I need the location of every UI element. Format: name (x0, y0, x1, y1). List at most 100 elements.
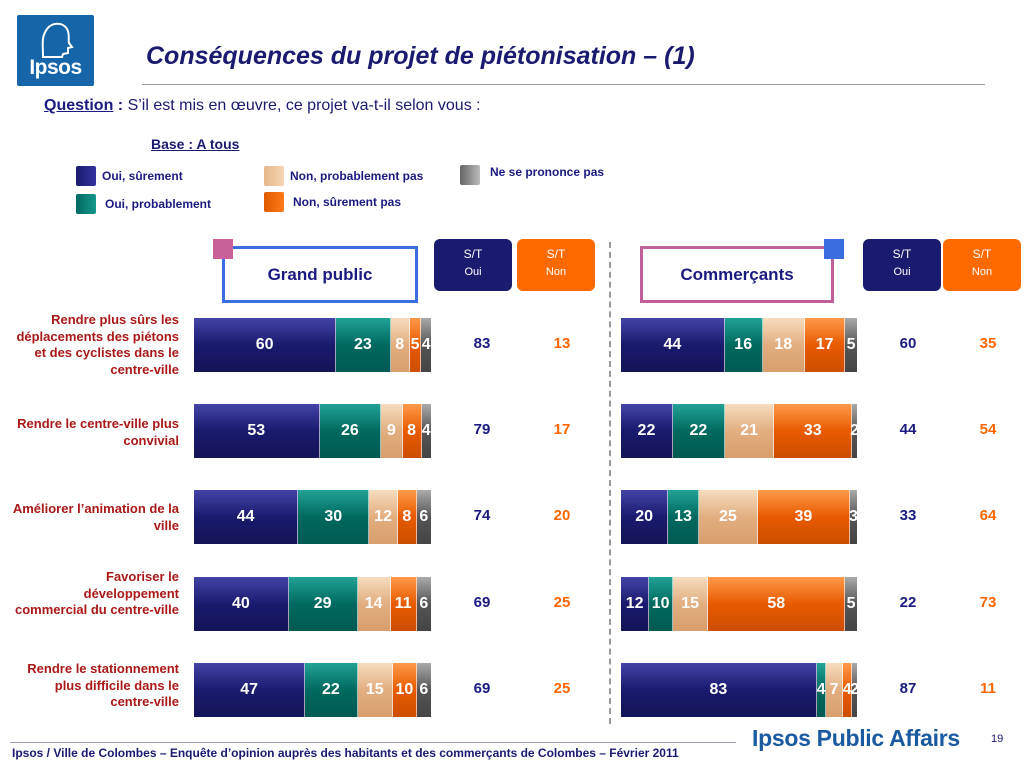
bar-segment-label: 8 (407, 422, 416, 439)
bar-segment-label: 8 (395, 336, 405, 353)
bar-segment-ne-se-prononce-pas: 5 (845, 318, 857, 372)
bar-segment-oui-probablement: 16 (724, 318, 763, 372)
st-header-top: S/T (892, 247, 912, 261)
legend-swatch (76, 194, 96, 214)
bar-segment-label: 33 (803, 422, 822, 439)
row-label: Améliorer l’animation de la ville (12, 501, 179, 533)
bar-segment-oui-surement: 40 (194, 577, 289, 631)
question-text: S’il est mis en œuvre, ce projet va-t-il… (123, 97, 481, 114)
st-oui-value: 87 (899, 680, 917, 697)
bar-segment-ne-se-prononce-pas: 4 (421, 318, 431, 372)
bar-segment-label: 10 (651, 595, 670, 612)
legend-item-non-surement-pas: Non, sûrement pas (264, 192, 401, 212)
stacked-bar: 20 13 25 39 3 (621, 490, 858, 544)
bar-segment-label: 40 (232, 595, 250, 612)
question-colon: : (113, 97, 124, 114)
legend-swatch (76, 166, 96, 186)
legend-item-ne-se-prononce-pas: Ne se prononce pas (460, 165, 604, 185)
bar-segment-non-probablement-pas: 15 (672, 577, 709, 631)
bar-segment-label: 4 (842, 681, 852, 698)
st-oui-value: 44 (899, 421, 917, 438)
st-oui-value: 74 (473, 507, 491, 524)
bar-segment-non-surement-pas: 11 (390, 577, 417, 631)
st-oui-value: 60 (899, 335, 917, 352)
st-oui-value: 83 (473, 335, 491, 352)
bar-segment-label: 22 (689, 422, 708, 439)
bar-segment-label: 13 (674, 508, 692, 525)
bar-segment-label: 3 (848, 508, 858, 525)
bar-segment-oui-surement: 22 (621, 404, 673, 458)
bar-segment-oui-surement: 44 (621, 318, 725, 372)
bar-segment-label: 18 (774, 336, 793, 353)
st-oui-header-grand-public: S/T Oui (434, 239, 512, 291)
bar-segment-ne-se-prononce-pas: 5 (845, 577, 857, 631)
bar-segment-non-surement-pas: 17 (805, 318, 846, 372)
bar-segment-oui-probablement: 22 (305, 663, 358, 717)
st-header-top: S/T (463, 247, 483, 261)
bar-segment-non-probablement-pas: 12 (369, 490, 398, 544)
bar-segment-label: 22 (637, 422, 656, 439)
bar-segment-label: 15 (365, 681, 384, 698)
bar-segment-oui-surement: 44 (194, 490, 299, 544)
st-header-top: S/T (972, 247, 992, 261)
st-non-value: 64 (979, 507, 997, 524)
bar-segment-oui-probablement: 13 (668, 490, 699, 544)
bar-segment-ne-se-prononce-pas: 2 (850, 404, 860, 458)
bar-segment-non-probablement-pas: 14 (357, 577, 391, 631)
bar-segment-label: 2 (850, 422, 860, 439)
legend-item-oui-surement: Oui, sûrement (76, 166, 183, 186)
bar-segment-non-surement-pas: 4 (842, 663, 853, 717)
st-header-bottom: Oui (464, 265, 482, 278)
st-oui-value: 69 (473, 594, 491, 611)
bar-segment-label: 21 (740, 422, 758, 439)
logo-head-icon (41, 22, 74, 58)
ipsos-logo: Ipsos (17, 15, 94, 86)
st-header-bottom: Non (545, 265, 567, 278)
st-non-header-grand-public: S/T Non (517, 239, 595, 291)
bar-segment-non-surement-pas: 10 (393, 663, 417, 717)
legend-item-non-probablement-pas: Non, probablement pas (264, 166, 423, 186)
st-oui-value: 79 (473, 421, 491, 438)
bar-segment-label: 5 (846, 336, 856, 353)
bar-segment-oui-surement: 47 (194, 663, 306, 717)
bar-segment-label: 20 (635, 508, 653, 525)
stacked-bar: 60 23 8 5 4 (194, 318, 431, 372)
bar-segment-non-surement-pas: 5 (409, 318, 422, 372)
bar-segment-ne-se-prononce-pas: 6 (416, 490, 431, 544)
panel-divider (609, 242, 611, 724)
stacked-bar: 83 4 7 4 2 (621, 663, 859, 717)
footer-text: Ipsos / Ville de Colombes – Enquête d’op… (12, 746, 679, 760)
bar-segment-label: 5 (846, 595, 856, 612)
bar-segment-ne-se-prononce-pas: 4 (421, 404, 431, 458)
bar-segment-oui-probablement: 30 (298, 490, 370, 544)
st-non-header-commercants: S/T Non (943, 239, 1021, 291)
st-header-bottom: Non (971, 265, 993, 278)
legend-label: Ne se prononce pas (490, 165, 605, 179)
panel-title-text: Commerçants (680, 264, 794, 284)
bar-segment-oui-probablement: 10 (649, 577, 673, 631)
legend-swatch (264, 166, 284, 186)
bar-segment-label: 26 (341, 422, 359, 439)
bar-segment-label: 12 (625, 595, 644, 612)
bar-segment-oui-surement: 83 (621, 663, 817, 717)
bar-segment-label: 4 (421, 336, 431, 353)
bar-segment-oui-probablement: 23 (336, 318, 391, 372)
st-oui-value: 69 (473, 680, 491, 697)
bar-segment-label: 6 (419, 508, 429, 525)
bar-segment-non-probablement-pas: 7 (826, 663, 843, 717)
bar-segment-label: 4 (816, 681, 826, 698)
title-divider (142, 84, 985, 85)
bar-segment-ne-se-prononce-pas: 6 (416, 577, 431, 631)
bar-segment-non-probablement-pas: 9 (381, 404, 403, 458)
brand-text: Ipsos Public Affairs (752, 725, 960, 751)
row-label: Rendre le centre-ville plus convivial (17, 416, 179, 448)
bar-segment-ne-se-prononce-pas: 2 (850, 663, 859, 717)
bar-segment-label: 44 (236, 508, 255, 525)
st-non-value: 13 (553, 335, 571, 352)
bar-segment-label: 7 (829, 681, 839, 698)
page-title: Conséquences du projet de piétonisation … (146, 42, 695, 70)
bar-segment-label: 17 (815, 336, 834, 353)
st-non-value: 54 (979, 421, 997, 438)
bar-segment-non-surement-pas: 8 (402, 404, 422, 458)
base-note: Base : A tous (151, 136, 240, 152)
